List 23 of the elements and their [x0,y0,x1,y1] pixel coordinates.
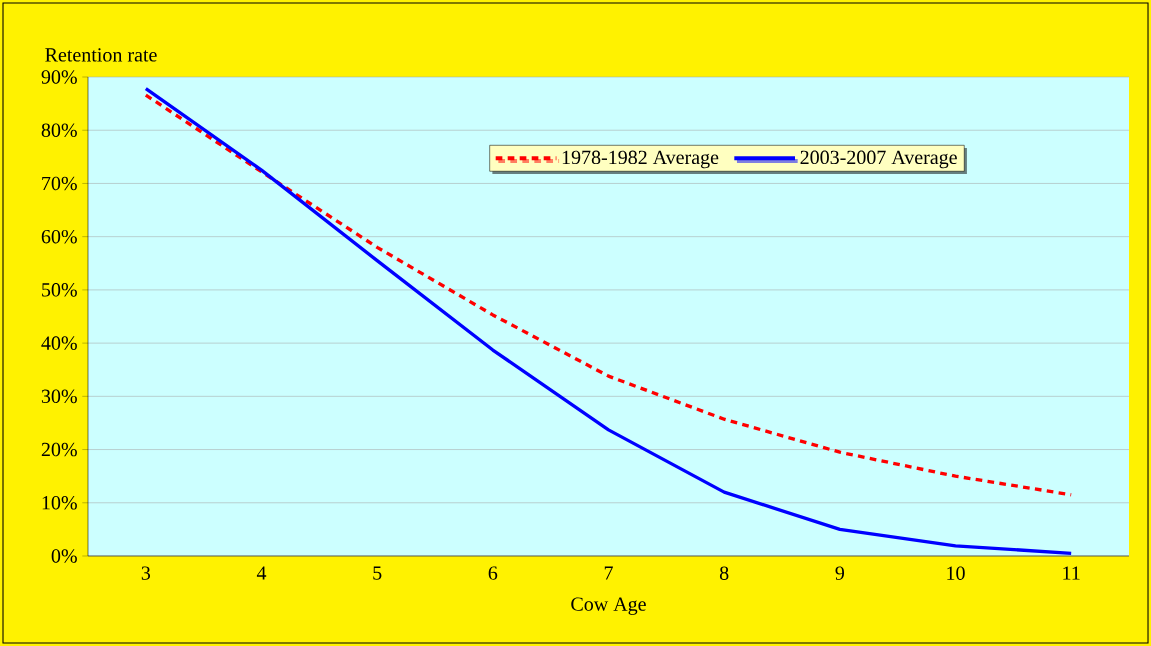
x-tick-label: 4 [256,566,267,580]
x-tick-label: 10 [947,566,965,580]
y-tick-label: 40% [41,336,77,350]
y-tick-label: 30% [41,389,77,404]
x-tick-label: 6 [488,566,498,580]
x-tick-label: 7 [604,566,613,580]
x-tick-label: 5 [373,566,382,580]
y-tick-label: 60% [41,229,77,244]
legend-label: 2003-2007 Average [800,150,957,169]
y-tick-label: 0% [51,549,77,563]
x-axis-title: Cow Age [571,597,646,615]
y-tick-label: 10% [42,496,77,510]
x-tick-label: 3 [141,566,151,580]
legend-label: 1978-1982 Average [562,150,719,169]
y-axis-title: Retention rate [45,48,157,62]
x-tick-label: 11 [1063,566,1080,580]
y-tick-label: 20% [41,442,77,457]
y-tick-label: 70% [42,176,77,191]
x-tick-label: 8 [719,566,729,580]
x-tick-label: 9 [835,566,845,580]
y-tick-label: 80% [41,123,77,138]
y-tick-label: 50% [42,283,77,297]
y-tick-label: 90% [41,70,77,84]
